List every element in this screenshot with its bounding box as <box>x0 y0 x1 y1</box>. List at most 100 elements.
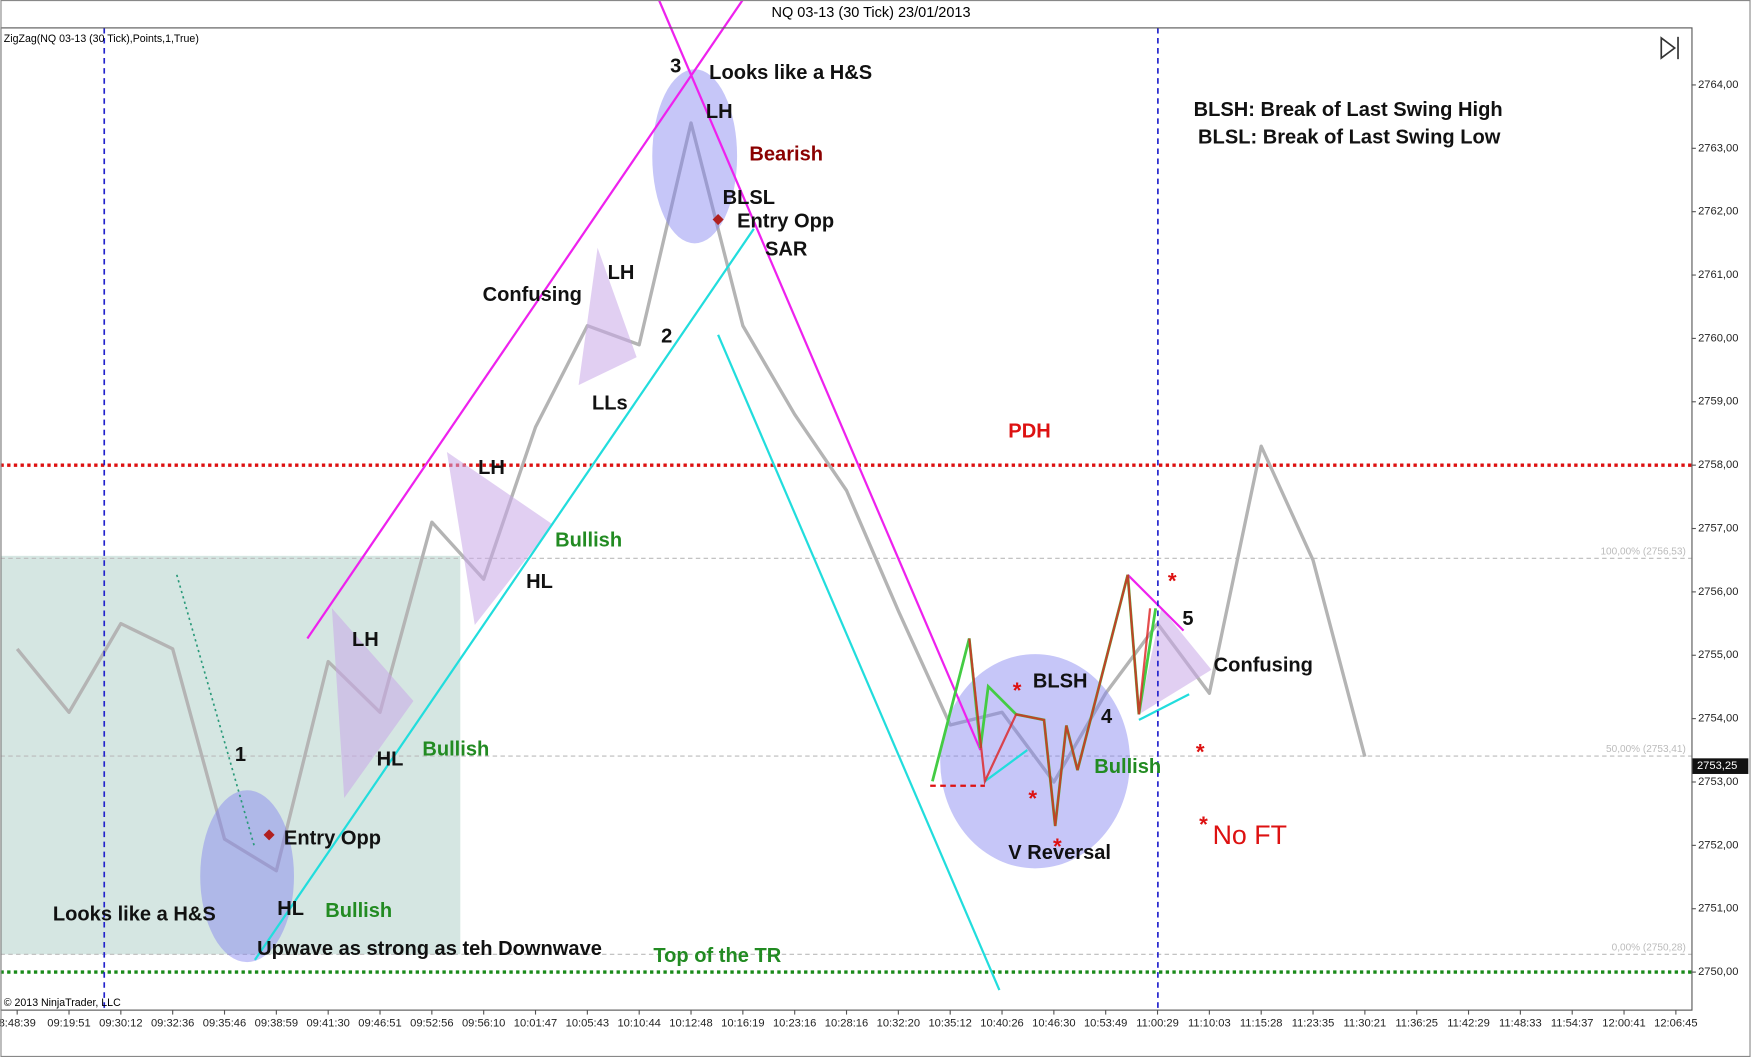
x-tick-label: 11:15:28 <box>1240 1017 1283 1029</box>
ellipse <box>652 69 738 244</box>
annotation: 3 <box>670 55 681 77</box>
annotation: Entry Opp <box>284 828 381 850</box>
annotation: HL <box>277 898 304 920</box>
x-tick-label: 8:48:39 <box>0 1017 36 1029</box>
x-tick-label: 11:23:35 <box>1292 1017 1335 1029</box>
x-tick-label: 11:30:21 <box>1344 1017 1387 1029</box>
y-tick-label: 2762,00 <box>1698 206 1738 218</box>
x-tick-label: 12:06:45 <box>1654 1017 1697 1029</box>
annotation: Confusing <box>483 284 582 306</box>
x-tick-label: 11:42:29 <box>1447 1017 1490 1029</box>
x-tick-label: 11:36:25 <box>1395 1017 1438 1029</box>
triangle <box>578 247 637 386</box>
annotation: Bullish <box>422 738 489 760</box>
annotation: Bearish <box>749 143 823 165</box>
y-tick-label: 2750,00 <box>1698 966 1738 978</box>
annotation: BLSL <box>723 187 775 209</box>
annotation: Looks like a H&S <box>53 904 216 926</box>
fib-label: 50,00% (2753,41) <box>1606 744 1686 755</box>
x-tick-label: 11:10:03 <box>1188 1017 1231 1029</box>
x-tick-label: 10:10:44 <box>617 1017 660 1029</box>
fib-label: 100,00% (2756,53) <box>1600 546 1685 557</box>
triangle <box>446 452 553 626</box>
x-tick-label: 10:05:43 <box>566 1017 609 1029</box>
annotation: 5 <box>1182 608 1193 630</box>
annotation: BLSH: Break of Last Swing High <box>1194 99 1503 121</box>
y-tick-label: 2757,00 <box>1698 522 1738 534</box>
annotation: LH <box>706 101 733 123</box>
x-tick-label: 10:35:12 <box>928 1017 971 1029</box>
zigzag <box>968 574 1152 827</box>
x-tick-label: 09:38:59 <box>255 1017 298 1029</box>
x-tick-label: 09:35:46 <box>203 1017 246 1029</box>
fib-label: 0,00% (2750,28) <box>1612 942 1686 953</box>
x-tick-label: 10:40:26 <box>980 1017 1023 1029</box>
trend-line <box>306 0 744 640</box>
y-tick-label: 2752,00 <box>1698 839 1738 851</box>
annotation: No FT <box>1213 820 1287 850</box>
annotation: Bullish <box>555 530 622 552</box>
x-tick-label: 09:46:51 <box>358 1017 401 1029</box>
x-tick-label: 10:28:16 <box>825 1017 868 1029</box>
annotation: Bullish <box>1094 756 1161 778</box>
annotation: Entry Opp <box>737 210 834 232</box>
x-tick-label: 09:19:51 <box>47 1017 90 1029</box>
trend-line <box>1126 574 1185 632</box>
x-tick-label: 11:00:29 <box>1136 1017 1179 1029</box>
x-tick-label: 10:01:47 <box>514 1017 557 1029</box>
play-button[interactable] <box>1660 36 1677 60</box>
range-box <box>0 555 461 955</box>
last-price-box <box>1692 758 1749 774</box>
annotation: Top of the TR <box>653 945 781 967</box>
star-marker: * <box>1196 739 1205 764</box>
x-tick-label: 10:12:48 <box>669 1017 712 1029</box>
annotation: 1 <box>235 744 246 766</box>
star-marker: * <box>1013 678 1022 703</box>
copyright: © 2013 NinjaTrader, LLC <box>4 997 121 1009</box>
x-tick-label: 09:52:56 <box>410 1017 453 1029</box>
x-tick-label: 10:53:49 <box>1084 1017 1127 1029</box>
star-marker: * <box>1028 786 1037 811</box>
annotation: HL <box>377 748 404 770</box>
star-marker: * <box>1168 569 1177 594</box>
trend-line <box>984 749 1028 783</box>
trend-line <box>253 228 755 961</box>
y-tick-label: 2756,00 <box>1698 586 1738 598</box>
x-tick-label: 09:56:10 <box>462 1017 505 1029</box>
last-price-label: 2753,25 <box>1697 760 1737 772</box>
star-marker: * <box>1199 812 1208 837</box>
x-tick-label: 09:30:12 <box>99 1017 142 1029</box>
y-tick-label: 2753,00 <box>1698 776 1738 788</box>
x-tick-label: 10:32:20 <box>877 1017 920 1029</box>
y-tick-label: 2751,00 <box>1698 903 1738 915</box>
trend-line <box>1138 693 1190 721</box>
indicator-label: ZigZag(NQ 03-13 (30 Tick),Points,1,True) <box>4 33 199 45</box>
annotation: Upwave as strong as teh Downwave <box>257 938 602 960</box>
y-tick-label: 2761,00 <box>1698 269 1738 281</box>
annotation: V Reversal <box>1008 842 1111 864</box>
annotation: 4 <box>1101 706 1113 728</box>
y-tick-label: 2763,00 <box>1698 142 1738 154</box>
y-tick-label: 2764,00 <box>1698 79 1738 91</box>
ellipse <box>200 790 294 963</box>
annotation: SAR <box>765 238 808 260</box>
annotation: BLSL: Break of Last Swing Low <box>1198 127 1501 149</box>
y-tick-label: 2760,00 <box>1698 332 1738 344</box>
x-tick-label: 10:46:30 <box>1032 1017 1075 1029</box>
annotation: Looks like a H&S <box>709 62 872 84</box>
annotation: 2 <box>661 325 672 347</box>
x-tick-label: 10:16:19 <box>721 1017 764 1029</box>
y-tick-label: 2754,00 <box>1698 713 1738 725</box>
chart-title: NQ 03-13 (30 Tick) 23/01/2013 <box>771 5 970 21</box>
annotation: LH <box>352 629 379 651</box>
triangle <box>331 608 414 799</box>
price-line <box>15 121 1367 873</box>
x-tick-label: 09:32:36 <box>151 1017 194 1029</box>
y-tick-label: 2759,00 <box>1698 396 1738 408</box>
annotation: Bullish <box>325 900 392 922</box>
trend-line <box>717 334 1001 991</box>
